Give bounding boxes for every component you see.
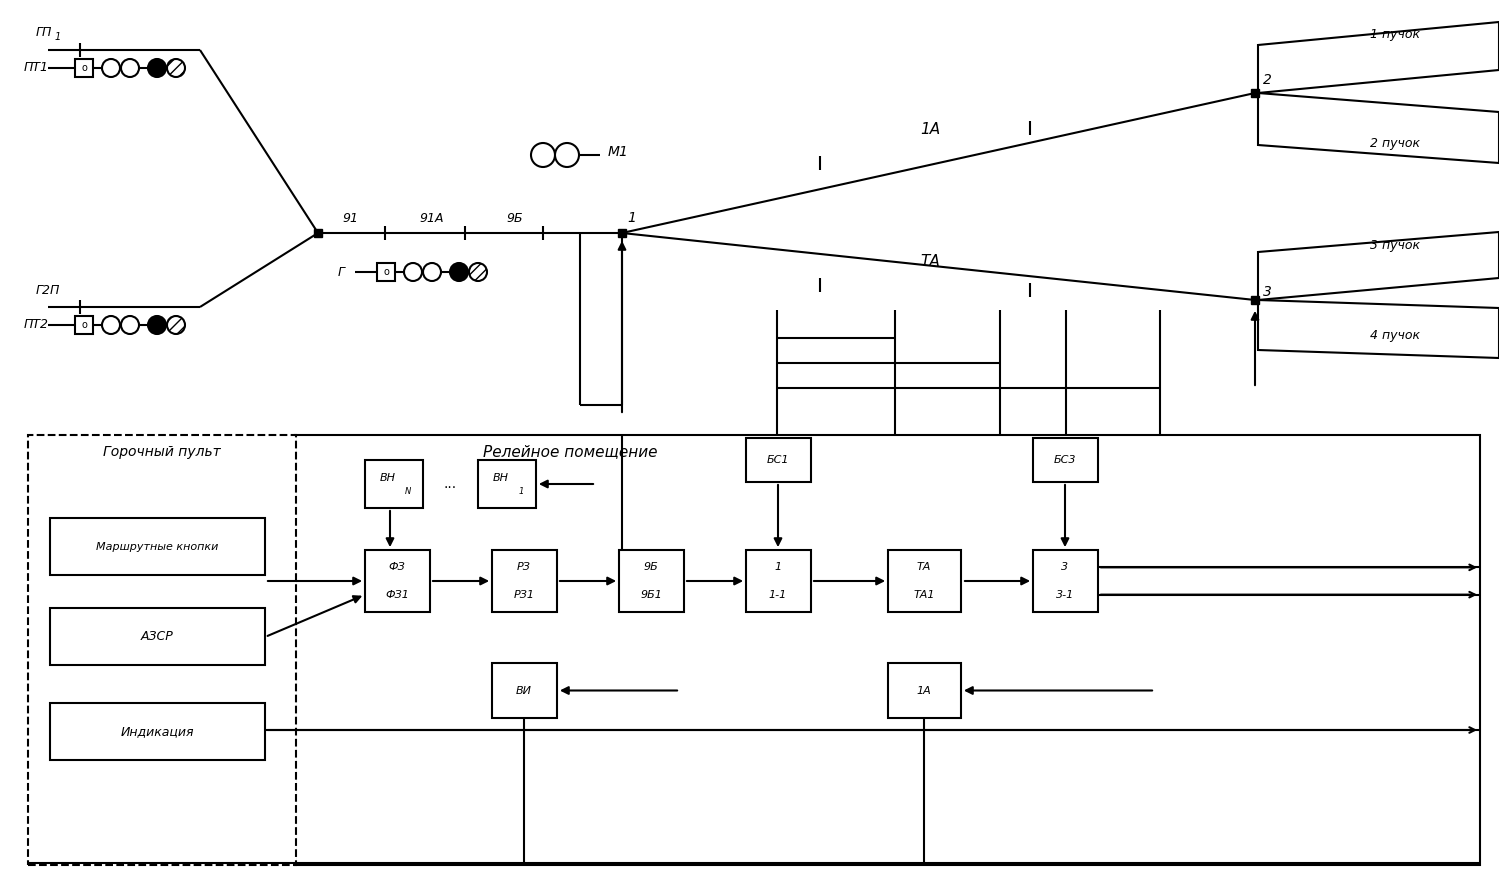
Text: 1 пучок: 1 пучок	[1370, 29, 1420, 42]
Bar	[295, 435, 1480, 865]
Text: 3 пучок: 3 пучок	[1370, 239, 1420, 251]
Bar	[492, 550, 558, 612]
Text: ТА: ТА	[917, 562, 931, 572]
Circle shape	[405, 263, 423, 281]
Text: 3-1: 3-1	[1055, 589, 1075, 600]
Bar	[49, 703, 265, 760]
Text: Релейное помещение: Релейное помещение	[483, 445, 657, 460]
Bar	[75, 316, 93, 334]
Text: 1-1: 1-1	[769, 589, 787, 600]
Bar	[1033, 550, 1097, 612]
Text: ТА1: ТА1	[913, 589, 935, 600]
Circle shape	[469, 263, 487, 281]
Bar	[49, 518, 265, 575]
Text: 2: 2	[1262, 73, 1271, 87]
Bar	[1252, 296, 1259, 304]
Text: 4 пучок: 4 пучок	[1370, 329, 1420, 342]
Text: 91А: 91А	[420, 212, 444, 224]
Text: 9Б: 9Б	[643, 562, 658, 572]
Bar	[75, 59, 93, 77]
Bar	[492, 663, 558, 718]
Text: 1: 1	[775, 562, 781, 572]
Bar	[49, 608, 265, 665]
Circle shape	[148, 59, 166, 77]
Text: РЗ: РЗ	[517, 562, 531, 572]
Bar	[747, 550, 811, 612]
Text: N: N	[405, 487, 411, 495]
Text: ГП: ГП	[36, 26, 52, 39]
Bar	[747, 438, 811, 482]
Text: ВН: ВН	[381, 473, 396, 483]
Bar	[378, 263, 396, 281]
Text: 1А: 1А	[916, 685, 931, 696]
Text: 2 пучок: 2 пучок	[1370, 137, 1420, 149]
Circle shape	[450, 263, 468, 281]
Circle shape	[102, 316, 120, 334]
Circle shape	[166, 59, 184, 77]
Circle shape	[121, 59, 139, 77]
Bar	[313, 229, 322, 237]
Text: 9Б: 9Б	[507, 212, 523, 224]
Circle shape	[102, 59, 120, 77]
Bar	[887, 663, 961, 718]
Text: о: о	[384, 267, 388, 277]
Text: 1: 1	[628, 211, 637, 225]
Bar	[887, 550, 961, 612]
Text: 9Б1: 9Б1	[640, 589, 663, 600]
Text: ВИ: ВИ	[516, 685, 532, 696]
Text: 1: 1	[55, 32, 61, 42]
Bar	[478, 460, 537, 508]
Bar	[364, 550, 430, 612]
Bar	[28, 435, 295, 865]
Circle shape	[555, 143, 579, 167]
Text: ...: ...	[444, 477, 457, 491]
Text: ТА: ТА	[920, 255, 940, 269]
Text: Г2П: Г2П	[36, 283, 60, 296]
Text: 1А: 1А	[920, 122, 940, 138]
Bar	[619, 550, 684, 612]
Text: Маршрутные кнопки: Маршрутные кнопки	[96, 542, 219, 552]
Text: Г: Г	[337, 265, 345, 278]
Bar	[1252, 89, 1259, 97]
Circle shape	[148, 316, 166, 334]
Text: 3: 3	[1061, 562, 1069, 572]
Text: РЗ1: РЗ1	[514, 589, 535, 600]
Text: ВН: ВН	[493, 473, 510, 483]
Text: БС1: БС1	[767, 455, 790, 465]
Bar	[364, 460, 423, 508]
Text: 91: 91	[342, 212, 358, 224]
Text: 1: 1	[519, 487, 523, 495]
Bar	[1033, 438, 1097, 482]
Circle shape	[166, 316, 184, 334]
Text: о: о	[81, 63, 87, 73]
Text: ПТ1: ПТ1	[24, 62, 49, 74]
Text: М1: М1	[607, 145, 628, 159]
Bar	[618, 229, 627, 237]
Text: БС3: БС3	[1054, 455, 1076, 465]
Circle shape	[531, 143, 555, 167]
Text: ФЗ1: ФЗ1	[385, 589, 409, 600]
Circle shape	[423, 263, 441, 281]
Text: Горочный пульт: Горочный пульт	[103, 445, 220, 459]
Text: ПТ2: ПТ2	[24, 318, 49, 331]
Text: Индикация: Индикация	[120, 726, 193, 739]
Text: АЗСР: АЗСР	[141, 630, 174, 644]
Text: о: о	[81, 320, 87, 330]
Text: ФЗ: ФЗ	[388, 562, 405, 572]
Circle shape	[121, 316, 139, 334]
Text: 3: 3	[1262, 285, 1271, 299]
